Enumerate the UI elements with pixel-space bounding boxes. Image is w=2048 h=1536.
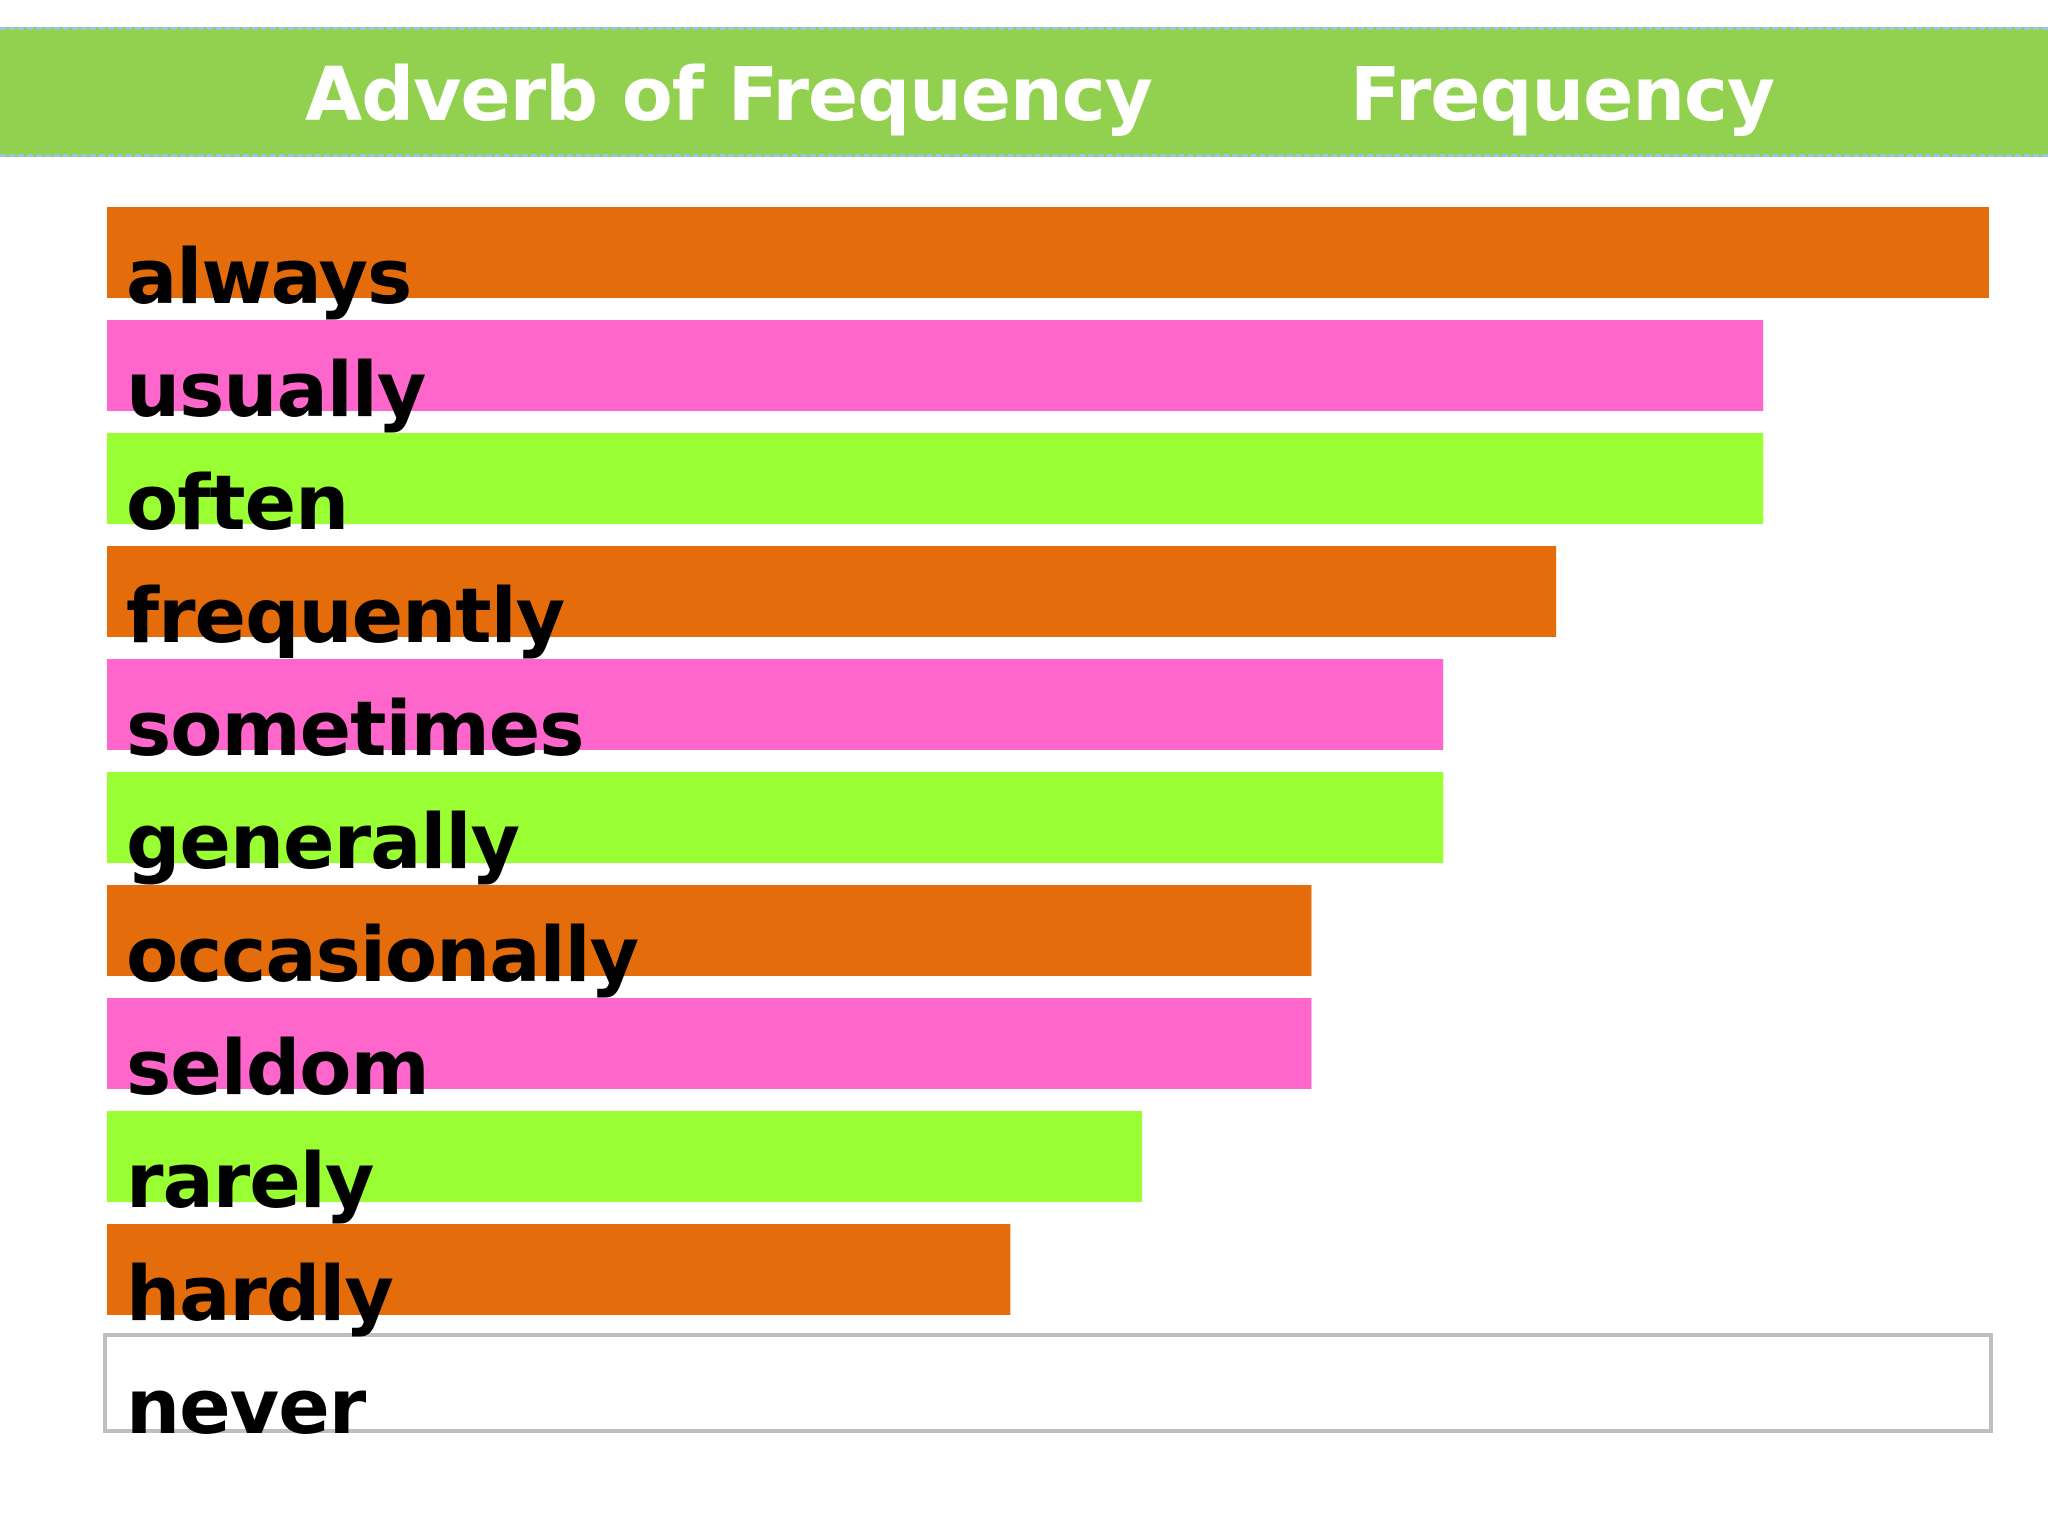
bar-label-sometimes: sometimes (126, 684, 584, 773)
bar-label-hardly: hardly (126, 1249, 393, 1338)
header-frequency-column: Frequency (1350, 52, 1775, 138)
bar-occasionally (107, 885, 1312, 976)
bar-never (103, 1333, 1993, 1433)
bar-label-occasionally: occasionally (126, 910, 639, 999)
header-bar: Adverb of Frequency Frequency (0, 27, 2048, 157)
bar-sometimes (107, 659, 1444, 750)
bar-label-generally: generally (126, 797, 519, 886)
bar-label-often: often (126, 458, 348, 547)
bar-label-rarely: rarely (126, 1136, 374, 1225)
bar-often (107, 433, 1764, 524)
bar-always (107, 207, 1989, 298)
bar-label-always: always (126, 232, 411, 321)
bar-frequently (107, 546, 1557, 637)
bar-label-frequently: frequently (126, 571, 565, 660)
bar-seldom (107, 998, 1312, 1089)
bar-label-never: never (126, 1362, 367, 1451)
bar-hardly (107, 1224, 1011, 1315)
labels-group: always usually often frequently sometimes gen… (126, 232, 640, 1451)
bar-label-usually: usually (126, 345, 426, 434)
bar-usually (107, 320, 1764, 411)
header-adverb-column: Adverb of Frequency (305, 52, 1153, 138)
bars-group (103, 207, 1993, 1433)
bar-label-seldom: seldom (126, 1023, 429, 1112)
bar-rarely (107, 1111, 1143, 1202)
bar-generally (107, 772, 1444, 863)
